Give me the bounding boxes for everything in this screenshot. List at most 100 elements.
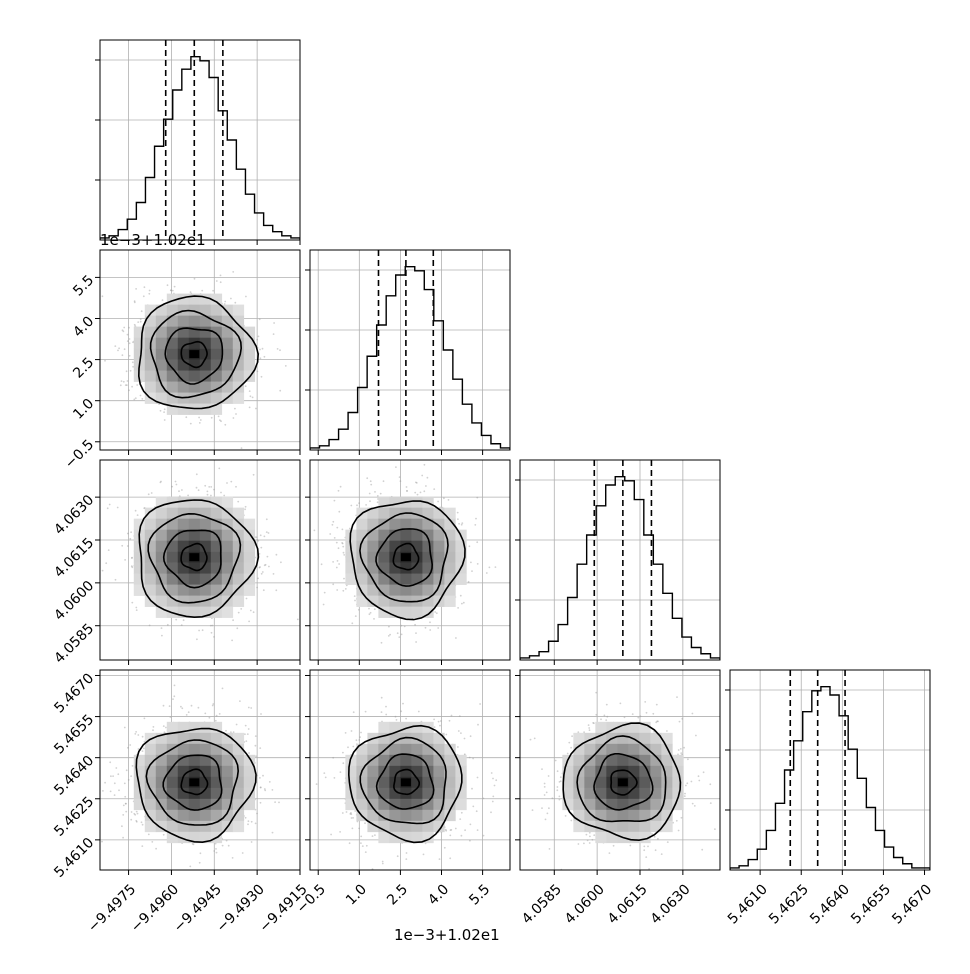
scatter-point <box>256 536 258 538</box>
scatter-point <box>423 490 425 492</box>
scatter-point <box>196 638 198 640</box>
scatter-point <box>107 507 109 509</box>
scatter-point <box>374 608 376 610</box>
scatter-point <box>340 486 342 488</box>
density-cell <box>189 316 200 327</box>
scatter-point <box>234 408 236 410</box>
scatter-point <box>185 416 187 418</box>
scatter-point <box>336 589 338 591</box>
density-cell <box>222 349 233 360</box>
scatter-point <box>374 491 376 493</box>
density-cell <box>244 585 255 596</box>
density-cell <box>145 574 156 585</box>
scatter-point <box>336 542 338 544</box>
y-tick-label: 4.0615 <box>51 535 97 581</box>
density-cell <box>134 349 145 360</box>
scatter-point <box>233 417 235 419</box>
scatter-point <box>170 290 172 292</box>
scatter-point <box>160 410 162 412</box>
scatter-point <box>236 627 238 629</box>
density-cell <box>433 519 444 530</box>
histogram-step <box>100 57 300 240</box>
density-cell <box>134 563 145 574</box>
scatter-point <box>137 514 139 516</box>
scatter-point <box>163 834 165 836</box>
scatter-point <box>160 482 162 484</box>
scatter-point <box>200 419 202 421</box>
density-cell <box>178 404 189 415</box>
scatter-point <box>334 537 336 539</box>
scatter-point <box>129 744 131 746</box>
density-cell <box>134 552 145 563</box>
density-cell <box>378 552 389 563</box>
scatter-point <box>380 493 382 495</box>
scatter-point <box>237 501 239 503</box>
scatter-point <box>470 562 472 564</box>
scatter-point <box>332 561 334 563</box>
scatter-point <box>468 581 470 583</box>
density-cell <box>167 552 178 563</box>
scatter-point <box>381 642 383 644</box>
scatter-point <box>207 491 209 493</box>
scatter-point <box>260 534 262 536</box>
scatter-point <box>448 499 450 501</box>
scatter-point <box>248 728 250 730</box>
panels-layer: −0.51.02.54.05.54.05854.06004.06154.0630… <box>51 40 935 936</box>
scatter-point <box>190 291 192 293</box>
scatter-point <box>416 482 418 484</box>
scatter-point <box>245 506 247 508</box>
density-cell <box>178 316 189 327</box>
scatter-point <box>235 486 237 488</box>
scatter-point <box>248 621 250 623</box>
scatter-point <box>130 370 132 372</box>
scatter-point <box>122 354 124 356</box>
scatter-point <box>433 456 435 458</box>
scatter-point <box>127 380 129 382</box>
density-cell <box>156 530 167 541</box>
scatter-point <box>248 752 250 754</box>
density-cell <box>222 360 233 371</box>
scatter-point <box>414 624 416 626</box>
scatter-point <box>370 612 372 614</box>
scatter-point <box>161 635 163 637</box>
panel-2-1 <box>305 456 510 665</box>
scatter-point <box>126 384 128 386</box>
scatter-point <box>429 629 431 631</box>
scatter-point <box>350 505 352 507</box>
scatter-point <box>433 488 435 490</box>
scatter-point <box>120 384 122 386</box>
density-cell <box>233 393 244 404</box>
scatter-point <box>366 477 368 479</box>
scatter-point <box>153 726 155 728</box>
scatter-point <box>401 634 403 636</box>
density-cell <box>400 574 411 585</box>
scatter-point <box>249 390 251 392</box>
scatter-point <box>253 611 255 613</box>
scatter-point <box>264 564 266 566</box>
scatter-point <box>489 567 491 569</box>
scatter-point <box>204 485 206 487</box>
density-cell <box>367 541 378 552</box>
scatter-point <box>143 295 145 297</box>
scatter-point <box>127 533 129 535</box>
density-cell <box>244 541 255 552</box>
density-cell <box>145 382 156 393</box>
scatter-point <box>358 609 360 611</box>
y-tick-label: 4.0630 <box>51 492 97 538</box>
scatter-point <box>141 398 143 400</box>
density-cell <box>233 585 244 596</box>
scatter-point <box>183 619 185 621</box>
scatter-point <box>477 563 479 565</box>
density-cell <box>156 552 167 563</box>
scatter-point <box>306 514 308 516</box>
scatter-point <box>134 300 136 302</box>
scatter-point <box>414 492 416 494</box>
scatter-point <box>165 727 167 729</box>
scatter-point <box>342 543 344 545</box>
scatter-point <box>250 707 252 709</box>
scatter-point <box>332 583 334 585</box>
scatter-point <box>235 413 237 415</box>
scatter-point <box>399 476 401 478</box>
scatter-point <box>135 397 137 399</box>
